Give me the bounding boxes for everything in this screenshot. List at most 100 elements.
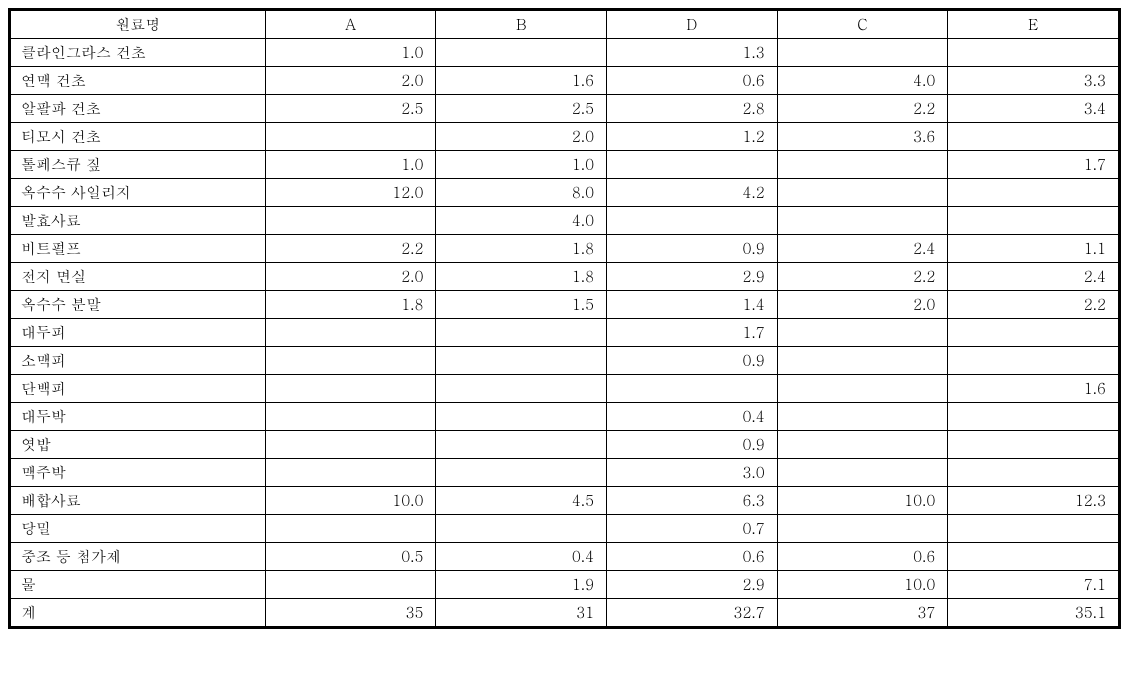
row-value <box>777 375 948 403</box>
table-row: 클라인그라스 건초1.0 1.3 <box>11 39 1119 67</box>
row-value: 7.1 <box>948 571 1119 599</box>
row-value: 1.9 <box>436 571 607 599</box>
row-value: 1.0 <box>436 151 607 179</box>
row-value <box>265 431 436 459</box>
row-value: 2.4 <box>777 235 948 263</box>
row-value <box>607 375 778 403</box>
table-row: 중조 등 첨가제0.50.40.60.6 <box>11 543 1119 571</box>
row-value: 10.0 <box>265 487 436 515</box>
row-value: 1.0 <box>265 39 436 67</box>
row-value <box>948 179 1119 207</box>
row-label: 맥주박 <box>11 459 266 487</box>
row-value <box>265 515 436 543</box>
row-value: 1.6 <box>948 375 1119 403</box>
row-value <box>948 515 1119 543</box>
row-label: 전지 면실 <box>11 263 266 291</box>
row-value <box>948 319 1119 347</box>
row-value <box>948 431 1119 459</box>
row-value <box>777 459 948 487</box>
table-row: 티모시 건초2.01.23.6 <box>11 123 1119 151</box>
row-value: 1.8 <box>436 263 607 291</box>
row-value <box>436 515 607 543</box>
row-value <box>436 459 607 487</box>
row-value <box>948 347 1119 375</box>
row-value <box>948 459 1119 487</box>
row-value: 0.6 <box>607 543 778 571</box>
table-row: 연맥 건초2.01.60.64.03.3 <box>11 67 1119 95</box>
row-value: 12.3 <box>948 487 1119 515</box>
row-value: 1.2 <box>607 123 778 151</box>
row-value <box>265 123 436 151</box>
row-value: 1.6 <box>436 67 607 95</box>
row-value: 10.0 <box>777 487 948 515</box>
row-value: 1.8 <box>436 235 607 263</box>
row-value: 1.5 <box>436 291 607 319</box>
row-value: 3.3 <box>948 67 1119 95</box>
row-value: 35.1 <box>948 599 1119 627</box>
row-label: 대두피 <box>11 319 266 347</box>
row-label: 소맥피 <box>11 347 266 375</box>
row-value: 2.2 <box>265 235 436 263</box>
row-value: 10.0 <box>777 571 948 599</box>
row-value <box>265 459 436 487</box>
row-value <box>948 207 1119 235</box>
row-label: 발효사료 <box>11 207 266 235</box>
row-value: 0.5 <box>265 543 436 571</box>
table-row: 전지 면실2.01.82.92.22.4 <box>11 263 1119 291</box>
table-row: 배합사료10.04.56.310.012.3 <box>11 487 1119 515</box>
data-table-wrapper: 원료명 A B D C E 클라인그라스 건초1.01.3연맥 건초2.01.6… <box>8 8 1121 629</box>
table-row: 물1.92.910.07.1 <box>11 571 1119 599</box>
row-label: 클라인그라스 건초 <box>11 39 266 67</box>
row-value <box>436 319 607 347</box>
row-value: 0.9 <box>607 235 778 263</box>
row-value: 2.0 <box>265 67 436 95</box>
row-value: 1.3 <box>607 39 778 67</box>
table-row: 옥수수 분말1.81.51.42.02.2 <box>11 291 1119 319</box>
row-value: 2.2 <box>777 95 948 123</box>
row-value: 0.6 <box>777 543 948 571</box>
row-value: 0.9 <box>607 431 778 459</box>
row-value <box>777 151 948 179</box>
row-value: 37 <box>777 599 948 627</box>
row-value: 2.2 <box>948 291 1119 319</box>
row-value: 2.5 <box>265 95 436 123</box>
row-value: 2.5 <box>436 95 607 123</box>
col-header-c: C <box>777 11 948 39</box>
table-row: 소맥피 0.9 <box>11 347 1119 375</box>
row-label: 당밀 <box>11 515 266 543</box>
row-value: 0.9 <box>607 347 778 375</box>
row-value <box>265 571 436 599</box>
table-row: 단백피1.6 <box>11 375 1119 403</box>
row-value <box>777 207 948 235</box>
row-value <box>777 319 948 347</box>
row-value <box>436 39 607 67</box>
row-label: 알팔파 건초 <box>11 95 266 123</box>
row-label: 물 <box>11 571 266 599</box>
row-value <box>777 39 948 67</box>
row-value <box>436 403 607 431</box>
table-row: 발효사료 4.0 <box>11 207 1119 235</box>
row-label: 대두박 <box>11 403 266 431</box>
row-value <box>948 543 1119 571</box>
row-value: 3.0 <box>607 459 778 487</box>
table-row: 맥주박 3.0 <box>11 459 1119 487</box>
table-row: 엿밥0.9 <box>11 431 1119 459</box>
row-value: 8.0 <box>436 179 607 207</box>
row-value <box>607 207 778 235</box>
row-value: 4.0 <box>436 207 607 235</box>
row-label: 연맥 건초 <box>11 67 266 95</box>
row-label: 티모시 건초 <box>11 123 266 151</box>
row-value: 0.7 <box>607 515 778 543</box>
row-value <box>436 347 607 375</box>
col-header-name: 원료명 <box>11 11 266 39</box>
row-value: 2.9 <box>607 263 778 291</box>
row-value: 2.0 <box>777 291 948 319</box>
row-value: 3.4 <box>948 95 1119 123</box>
row-label: 계 <box>11 599 266 627</box>
row-label: 옥수수 분말 <box>11 291 266 319</box>
row-value <box>777 347 948 375</box>
row-value: 1.4 <box>607 291 778 319</box>
col-header-a: A <box>265 11 436 39</box>
row-value: 12.0 <box>265 179 436 207</box>
row-value: 0.6 <box>607 67 778 95</box>
